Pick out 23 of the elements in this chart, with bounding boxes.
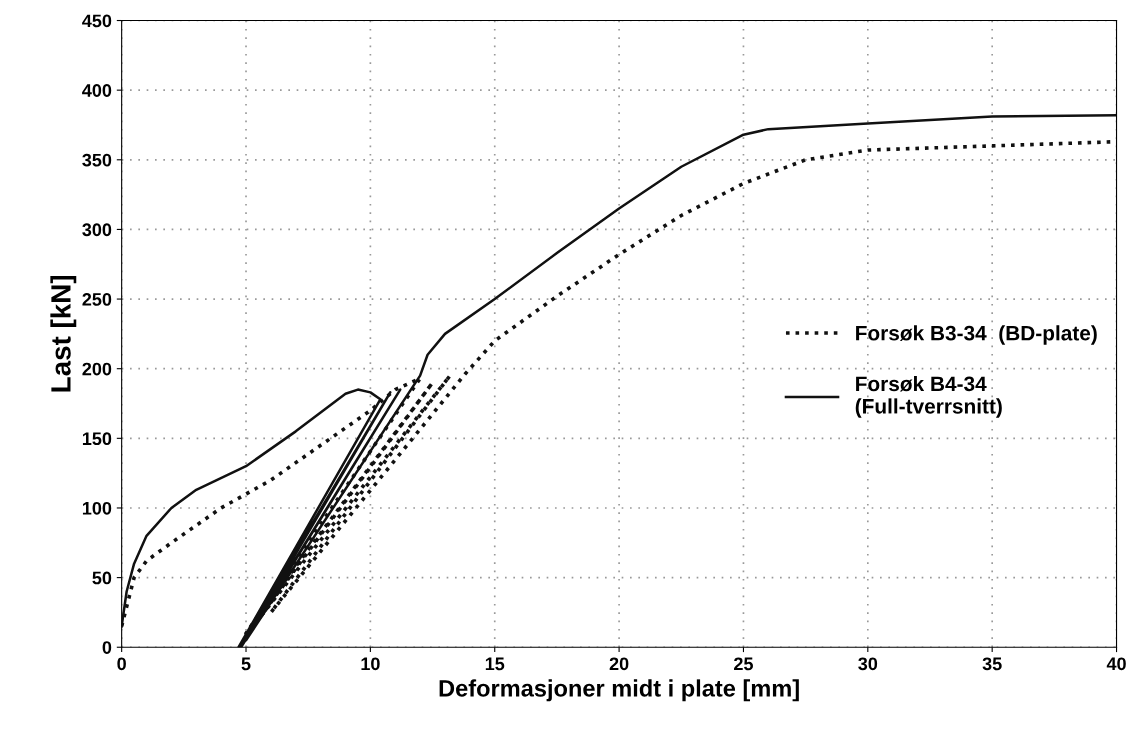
x-tick-label: 30 xyxy=(858,657,878,671)
x-tick-label: 15 xyxy=(485,657,505,671)
y-tick-label: 400 xyxy=(82,84,112,97)
x-tick-label: 10 xyxy=(361,657,380,671)
y-tick-label: 200 xyxy=(82,362,112,376)
y-tick-label: 300 xyxy=(82,223,112,237)
x-tick-label: 5 xyxy=(241,657,251,671)
legend-label: Forsøk B4-34 (Full-tverrsnitt) xyxy=(855,375,1002,418)
y-tick-label: 50 xyxy=(92,571,112,585)
y-tick-label: 100 xyxy=(82,501,112,515)
y-tick-label: 250 xyxy=(82,293,112,306)
x-axis-title: Deformasjoner midt i plate [mm] xyxy=(439,679,799,702)
y-tick-label: 350 xyxy=(82,153,112,167)
legend-label: Forsøk B3-34 (BD-plate) xyxy=(856,325,1097,345)
y-tick-label: 450 xyxy=(82,14,112,28)
y-tick-label: 0 xyxy=(102,641,112,654)
x-tick-label: 20 xyxy=(609,657,629,671)
y-tick-label: 150 xyxy=(82,432,112,446)
x-tick-label: 25 xyxy=(734,657,753,671)
x-tick-label: 40 xyxy=(1106,657,1126,671)
y-axis-title: Last [kN] xyxy=(50,276,77,392)
x-tick-label: 35 xyxy=(982,657,1002,671)
x-tick-label: 0 xyxy=(117,657,126,671)
